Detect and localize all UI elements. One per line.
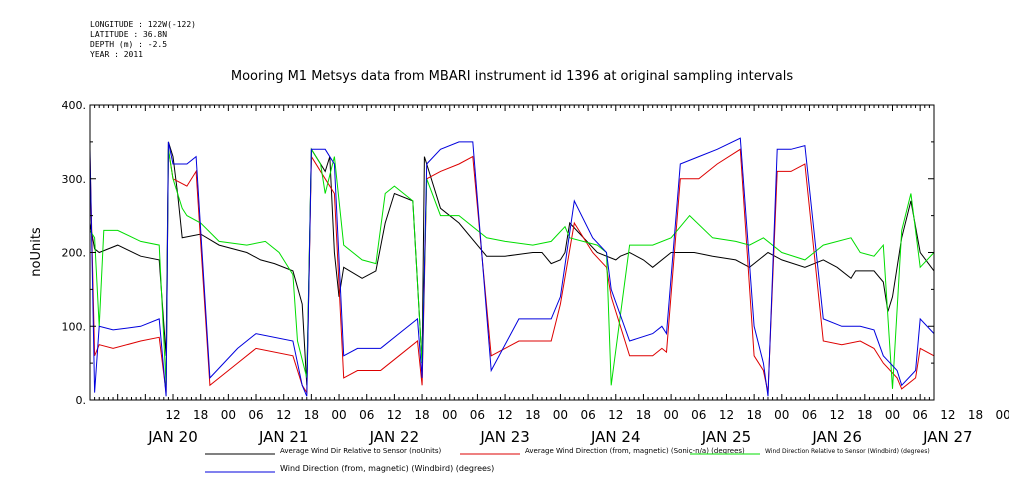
x-tick-label: 06 [470,408,485,422]
x-tick-label: 06 [580,408,595,422]
longitude-text: LONGITUDE : 122W(-122) [90,20,196,29]
depth-text: DEPTH (m) : -2.5 [90,40,168,49]
y-axis-label: noUnits [29,227,44,277]
legend-label-3: Wind Direction Relative to Sensor (Windb… [765,448,930,455]
x-tick-label: 12 [608,408,623,422]
x-day-label: JAN 23 [479,428,530,446]
x-tick-label: 12 [719,408,734,422]
y-tick-label: 0. [76,394,87,407]
x-tick-label: 06 [802,408,817,422]
x-day-label: JAN 22 [369,428,420,446]
y-axis: 0. 100. 200. 300. 400. [62,99,934,407]
year-text: YEAR : 2011 [90,50,143,59]
x-tick-label: 12 [497,408,512,422]
x-day-label: JAN 21 [258,428,309,446]
x-tick-label: 00 [885,408,900,422]
y-tick-label: 300. [62,173,87,186]
x-tick-label: 18 [414,408,429,422]
x-tick-label: 18 [193,408,208,422]
x-tick-label: 18 [636,408,651,422]
x-tick-label: 12 [387,408,402,422]
x-tick-label: 18 [525,408,540,422]
y-tick-label: 100. [62,320,87,333]
series-line-4 [89,137,935,397]
legend: Average Wind Dir Relative to Sensor (noU… [205,447,930,473]
series-line-2 [89,148,935,395]
x-day-label: JAN 26 [811,428,862,446]
x-tick-label: 18 [857,408,872,422]
x-tick-label: 12 [940,408,955,422]
latitude-text: LATITUDE : 36.8N [90,30,168,39]
series-line-1 [89,141,935,386]
x-tick-label: 18 [968,408,983,422]
x-day-label: JAN 25 [701,428,752,446]
x-tick-label: 00 [221,408,236,422]
legend-label-2: Average Wind Direction (from, magnetic) … [525,447,745,455]
x-day-label: JAN 24 [590,428,641,446]
x-tick-label: 00 [663,408,678,422]
x-tick-label: 18 [746,408,761,422]
series-group [89,137,935,397]
x-tick-label: 06 [359,408,374,422]
x-tick-label: 18 [304,408,319,422]
x-tick-label: 06 [248,408,263,422]
x-day-label: JAN 27 [922,428,973,446]
x-tick-label: 00 [331,408,346,422]
y-tick-label: 200. [62,247,87,260]
metadata-block: LONGITUDE : 122W(-122) LATITUDE : 36.8N … [90,20,196,60]
plot-frame [89,104,935,401]
x-tick-label: 00 [442,408,457,422]
x-tick-label: 12 [276,408,291,422]
x-tick-label: 00 [553,408,568,422]
x-tick-label: 06 [913,408,928,422]
legend-label-4: Wind Direction (from, magnetic) (Windbir… [280,464,494,473]
chart-title: Mooring M1 Metsys data from MBARI instru… [231,69,793,84]
x-tick-label: 12 [830,408,845,422]
y-tick-label: 400. [62,99,87,112]
x-day-label: JAN 20 [147,428,198,446]
x-tick-label: 00 [774,408,789,422]
x-tick-label: 12 [165,408,180,422]
x-tick-label: 06 [691,408,706,422]
legend-label-1: Average Wind Dir Relative to Sensor (noU… [280,447,441,455]
x-axis: 12 18 00 06 12 18 00 06 12 18 00 06 12 18 00 06 12 18 00 06… [89,105,1009,446]
x-tick-label: 00 [996,408,1009,422]
